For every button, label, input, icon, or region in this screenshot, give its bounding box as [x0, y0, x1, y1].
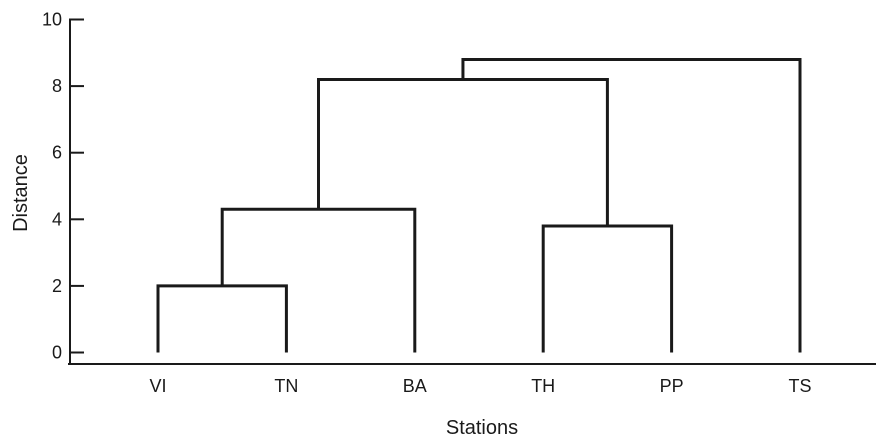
dendrogram-links: [156, 57, 802, 353]
y-tick-label: 8: [52, 76, 62, 96]
leaf-label-th: TH: [531, 376, 555, 396]
merge-link-b: [220, 207, 417, 353]
leaf-label-vi: VI: [149, 376, 166, 396]
y-axis-label: Distance: [10, 154, 32, 232]
merge-link-a: [156, 284, 288, 353]
leaf-label-pp: PP: [660, 376, 684, 396]
y-tick-label: 0: [52, 343, 62, 363]
leaf-labels: VI TN BA TH PP TS: [149, 376, 811, 396]
merge-link-e: [461, 57, 802, 353]
y-tick-label: 4: [52, 209, 62, 229]
x-axis-label: Stations: [446, 417, 518, 438]
y-axis: 0 2 4 6 8 10: [42, 10, 84, 364]
merge-link-d: [317, 77, 609, 226]
y-tick-label: 6: [52, 143, 62, 163]
leaf-label-ts: TS: [788, 376, 811, 396]
leaf-label-ba: BA: [403, 376, 427, 396]
y-tick-label: 2: [52, 276, 62, 296]
y-tick-label: 10: [42, 10, 62, 30]
leaf-label-tn: TN: [274, 376, 298, 396]
merge-link-c: [541, 224, 674, 353]
